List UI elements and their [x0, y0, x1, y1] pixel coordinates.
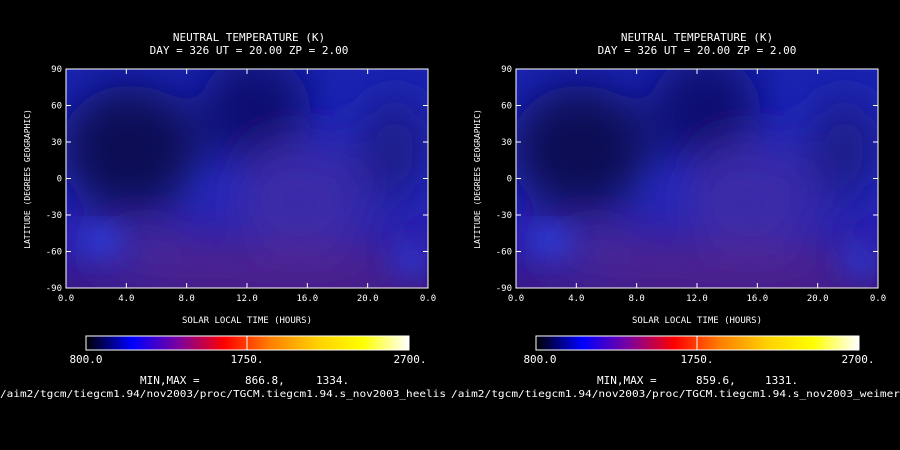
- x-tick-label: 20.0: [807, 294, 829, 304]
- x-tick-label: 12.0: [236, 294, 258, 304]
- x-tick-label: 0.0: [870, 294, 886, 304]
- y-tick-label: -30: [496, 211, 512, 221]
- min-value: 866.8,: [245, 374, 285, 387]
- y-tick-label: -90: [46, 284, 62, 294]
- left-panel: NEUTRAL TEMPERATURE (K) DAY = 326 UT = 2…: [23, 31, 436, 387]
- x-tick-label: 0.0: [58, 294, 74, 304]
- y-axis-label: LATITUDE (DEGREES GEOGRAPHIC): [473, 109, 482, 249]
- y-axis-label: LATITUDE (DEGREES GEOGRAPHIC): [23, 109, 32, 249]
- x-tick-label: 0.0: [420, 294, 436, 304]
- y-tick-label: -90: [496, 284, 512, 294]
- minmax-label: MIN,MAX =: [140, 374, 200, 387]
- colorbar-mid-label: 1750.: [680, 353, 713, 366]
- x-tick-label: 8.0: [629, 294, 645, 304]
- x-axis-label: SOLAR LOCAL TIME (HOURS): [182, 316, 312, 326]
- y-tick-label: 60: [501, 102, 512, 112]
- y-tick-label: 90: [501, 65, 512, 75]
- y-tick-label: -60: [496, 248, 512, 258]
- y-tick-label: 60: [51, 102, 62, 112]
- chart-title: NEUTRAL TEMPERATURE (K): [173, 31, 325, 44]
- x-tick-label: 12.0: [686, 294, 708, 304]
- x-tick-label: 8.0: [179, 294, 195, 304]
- y-axis-ticks: 90 60 30 0 -30 -60 -90: [496, 65, 878, 294]
- heatmap-plot-area: [515, 68, 879, 289]
- x-tick-label: 16.0: [296, 294, 318, 304]
- x-axis-ticks: 0.0 4.0 8.0 12.0 16.0 20.0 0.0: [58, 69, 436, 304]
- y-tick-label: -30: [46, 211, 62, 221]
- y-tick-label: 0: [507, 175, 512, 185]
- chart-title: NEUTRAL TEMPERATURE (K): [621, 31, 773, 44]
- x-axis-label: SOLAR LOCAL TIME (HOURS): [632, 316, 762, 326]
- x-tick-label: 0.0: [508, 294, 524, 304]
- y-tick-label: -60: [46, 248, 62, 258]
- max-value: 1334.: [316, 374, 349, 387]
- x-tick-label: 16.0: [746, 294, 768, 304]
- colorbar-mid-label: 1750.: [230, 353, 263, 366]
- chart-subtitle: DAY = 326 UT = 20.00 ZP = 2.00: [598, 44, 797, 57]
- y-tick-label: 0: [57, 175, 62, 185]
- y-tick-label: 30: [51, 138, 62, 148]
- colorbar-min-label: 800.0: [69, 353, 102, 366]
- x-tick-label: 4.0: [568, 294, 584, 304]
- colorbar-max-label: 2700.: [841, 353, 874, 366]
- chart-subtitle: DAY = 326 UT = 20.00 ZP = 2.00: [150, 44, 349, 57]
- footer-path-left: /aim2/tgcm/tiegcm1.94/nov2003/proc/TGCM.…: [0, 389, 446, 400]
- colorbar-max-label: 2700.: [393, 353, 426, 366]
- y-axis-ticks: 90 60 30 0 -30 -60 -90: [46, 65, 428, 294]
- footer-path-right: /aim2/tgcm/tiegcm1.94/nov2003/proc/TGCM.…: [451, 389, 900, 400]
- colorbar-min-label: 800.0: [523, 353, 556, 366]
- heatmap-plot-area: [65, 68, 429, 289]
- x-axis-ticks: 0.0 4.0 8.0 12.0 16.0 20.0 0.0: [508, 69, 886, 304]
- minmax-label: MIN,MAX =: [597, 374, 657, 387]
- min-value: 859.6,: [696, 374, 736, 387]
- x-tick-label: 4.0: [118, 294, 134, 304]
- max-value: 1331.: [765, 374, 798, 387]
- y-tick-label: 30: [501, 138, 512, 148]
- right-panel: NEUTRAL TEMPERATURE (K) DAY = 326 UT = 2…: [473, 31, 886, 387]
- y-tick-label: 90: [51, 65, 62, 75]
- x-tick-label: 20.0: [357, 294, 379, 304]
